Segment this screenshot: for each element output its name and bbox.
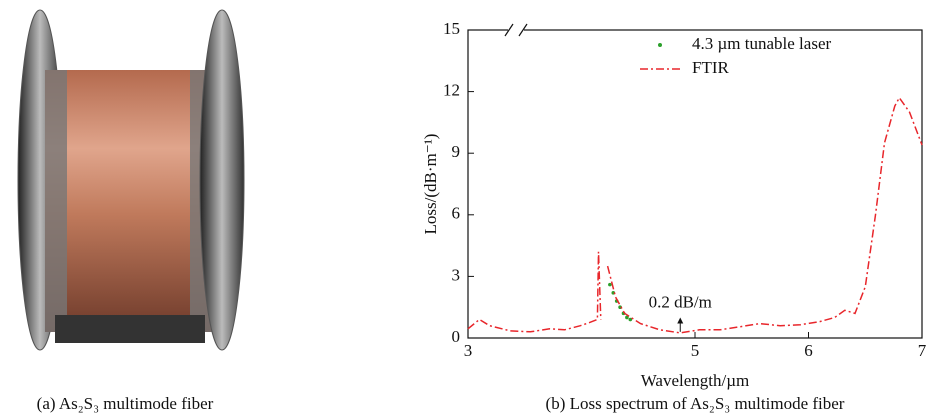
spool-photo (17, 9, 245, 351)
y-tick-label: 6 (452, 204, 461, 223)
x-tick-label: 3 (464, 341, 473, 360)
data-point (625, 315, 629, 320)
y-tick-label: 15 (443, 19, 460, 38)
legend-label: FTIR (692, 58, 730, 77)
caption: (a) As₂S₃ multimode fiber (37, 394, 214, 413)
annotation: 0.2 dB/m (649, 292, 712, 311)
x-tick-label: 5 (691, 341, 700, 360)
y-tick-label: 3 (452, 265, 461, 284)
axis-break (508, 24, 524, 36)
legend-label: 4.3 µm tunable laser (692, 34, 831, 53)
data-point (608, 282, 612, 287)
x-tick-label: 6 (804, 341, 813, 360)
line-series (467, 96, 923, 334)
y-tick-label: 9 (452, 142, 461, 161)
y-axis-label: Loss/(dB·m⁻¹) (421, 134, 440, 235)
caption: (b) Loss spectrum of As₂S₃ multimode fib… (546, 394, 845, 413)
axis-break (504, 23, 514, 37)
legend-marker (658, 43, 662, 47)
annotation-arrowhead (677, 317, 684, 324)
data-point (628, 317, 633, 322)
y-tick-label: 12 (443, 81, 460, 100)
y-tick-label: 0 (452, 327, 461, 346)
x-axis-label: Wavelength/µm (641, 371, 750, 390)
x-tick-label: 7 (918, 341, 927, 360)
axis-break (518, 23, 528, 37)
